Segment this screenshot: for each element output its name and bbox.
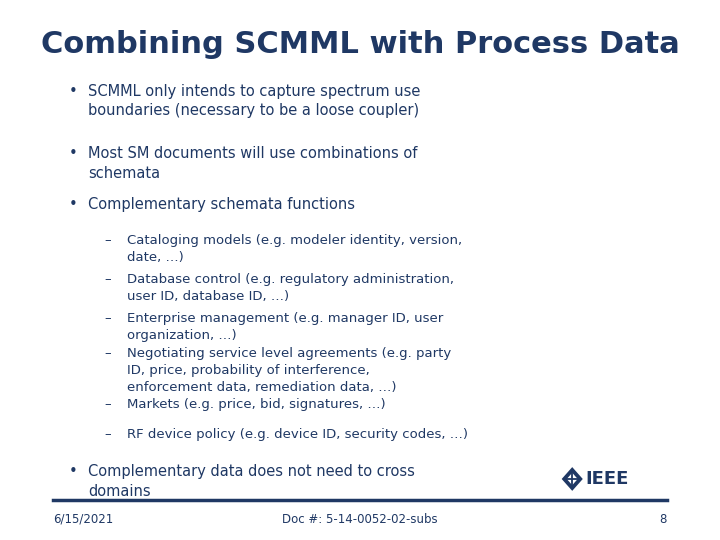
Text: SCMML only intends to capture spectrum use
boundaries (necessary to be a loose c: SCMML only intends to capture spectrum u…	[89, 84, 420, 118]
Text: –: –	[104, 398, 111, 411]
Polygon shape	[562, 467, 582, 491]
Text: Complementary data does not need to cross
domains: Complementary data does not need to cros…	[89, 464, 415, 499]
Text: –: –	[104, 347, 111, 360]
Text: –: –	[104, 273, 111, 286]
Text: Combining SCMML with Process Data: Combining SCMML with Process Data	[40, 30, 680, 59]
Text: •: •	[69, 197, 78, 212]
Text: •: •	[69, 464, 78, 480]
Text: RF device policy (e.g. device ID, security codes, …): RF device policy (e.g. device ID, securi…	[127, 428, 468, 441]
Text: 8: 8	[660, 513, 667, 526]
Text: Cataloging models (e.g. modeler identity, version,
date, …): Cataloging models (e.g. modeler identity…	[127, 234, 462, 264]
Text: Complementary schemata functions: Complementary schemata functions	[89, 197, 355, 212]
Text: Enterprise management (e.g. manager ID, user
organization, …): Enterprise management (e.g. manager ID, …	[127, 312, 443, 342]
Text: –: –	[104, 428, 111, 441]
Text: Database control (e.g. regulatory administration,
user ID, database ID, …): Database control (e.g. regulatory admini…	[127, 273, 454, 303]
Text: Doc #: 5-14-0052-02-subs: Doc #: 5-14-0052-02-subs	[282, 513, 438, 526]
Text: –: –	[104, 312, 111, 325]
Text: Markets (e.g. price, bid, signatures, …): Markets (e.g. price, bid, signatures, …)	[127, 398, 385, 411]
Polygon shape	[567, 473, 577, 485]
Text: •: •	[69, 146, 78, 161]
Text: –: –	[104, 234, 111, 247]
Text: IEEE: IEEE	[585, 470, 629, 488]
Text: Most SM documents will use combinations of
schemata: Most SM documents will use combinations …	[89, 146, 418, 180]
Text: 6/15/2021: 6/15/2021	[53, 513, 114, 526]
Text: •: •	[69, 84, 78, 99]
Text: Negotiating service level agreements (e.g. party
ID, price, probability of inter: Negotiating service level agreements (e.…	[127, 347, 451, 394]
